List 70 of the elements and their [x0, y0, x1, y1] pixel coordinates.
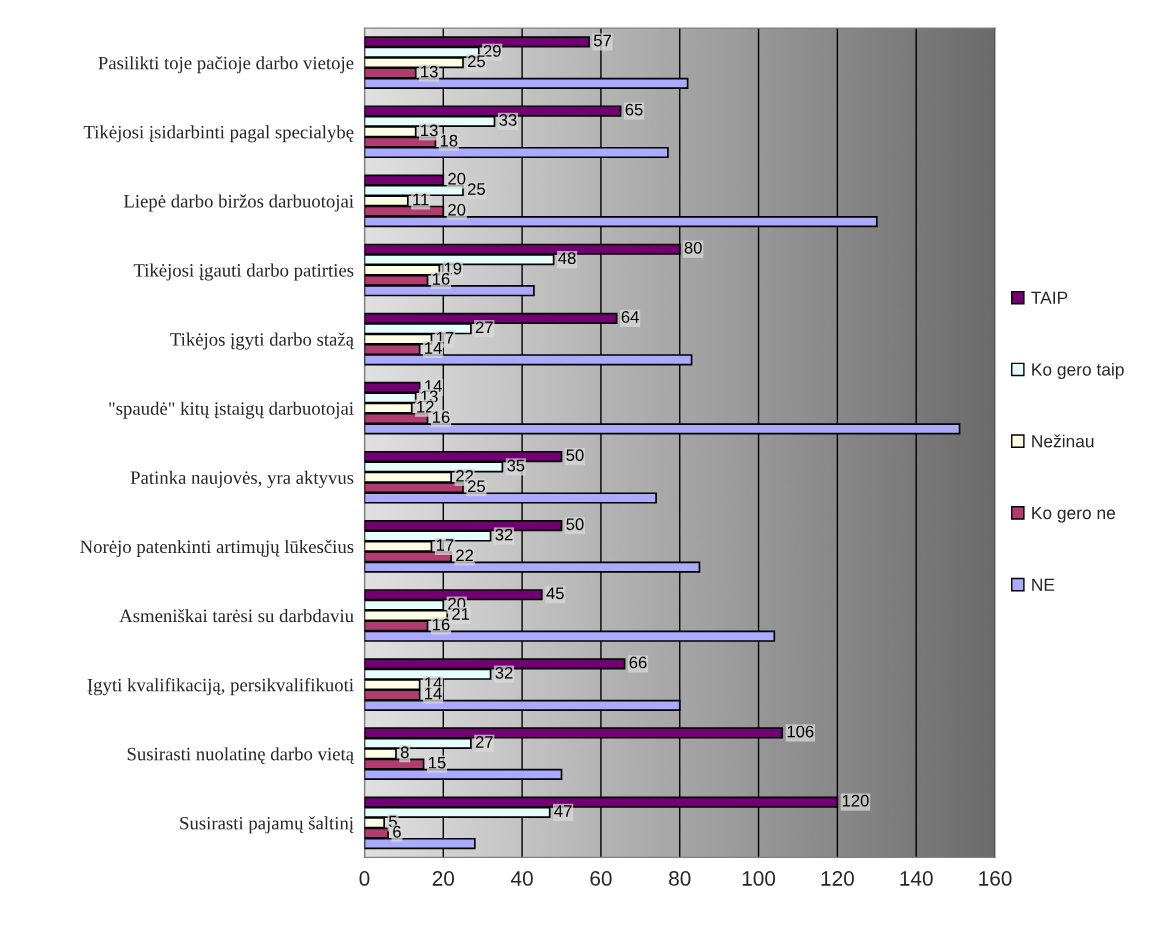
data-label: 25	[467, 480, 485, 493]
y-tick-label: Pasilikti toje pačioje darbo vietoje	[98, 56, 354, 74]
data-label: 57	[593, 34, 611, 47]
legend-label: Nežinau	[1032, 434, 1094, 448]
data-label: 18	[440, 134, 458, 147]
data-label: 14	[425, 380, 442, 392]
y-tick-label: "spaudė" kitų įstaigų darbuotojai	[109, 401, 354, 419]
x-tick-label: 80	[669, 871, 691, 886]
data-label: 33	[499, 114, 517, 126]
x-tick-label: 160	[979, 871, 1012, 886]
data-label: 14	[425, 677, 442, 689]
data-label: 29	[483, 44, 501, 57]
data-label: 8	[400, 746, 409, 759]
data-label: 65	[625, 103, 643, 116]
data-label: 25	[467, 183, 485, 195]
y-tick-label: Liepė darbo biržos darbuotojai	[123, 194, 354, 212]
y-tick-label: Susirasti pajamų šaltinį	[180, 816, 354, 834]
legend-label: Ko gero ne	[1032, 507, 1116, 523]
data-label: 13	[421, 65, 438, 78]
x-tick-label: 0	[359, 871, 370, 886]
data-label: 45	[546, 587, 564, 600]
data-label: 47	[554, 805, 572, 817]
data-label: 64	[621, 311, 639, 323]
data-label: 50	[566, 518, 584, 531]
data-label: 22	[456, 549, 474, 562]
data-label: 17	[436, 331, 454, 344]
data-label: 25	[467, 55, 485, 68]
data-label: 32	[495, 528, 513, 541]
data-label: 32	[495, 666, 513, 679]
legend-label: Ko gero taip	[1032, 362, 1124, 380]
data-label: 16	[432, 273, 450, 285]
legend-label: NE	[1032, 578, 1055, 591]
x-tick-label: 120	[821, 871, 854, 886]
data-label: 35	[507, 459, 525, 472]
data-label: 27	[475, 736, 493, 748]
y-tick-label: Tikėjosi įsidarbinti pagal specialybę	[83, 125, 354, 143]
data-label: 50	[566, 449, 584, 462]
x-tick-label: 100	[742, 871, 776, 886]
y-tick-label: Tikėjos įgyti darbo stažą	[170, 332, 355, 350]
data-label: 27	[475, 321, 493, 334]
data-label: 13	[421, 124, 438, 137]
data-label: 20	[448, 172, 466, 185]
data-label: 66	[629, 656, 647, 669]
data-label: 16	[432, 411, 450, 424]
y-tick-label: Įgyti kvalifikaciją, persikvalifikuoti	[87, 678, 354, 696]
x-tick-label: 140	[900, 871, 933, 886]
data-label: 19	[444, 262, 462, 275]
data-label: 15	[429, 756, 446, 769]
data-label: 14	[425, 342, 442, 354]
data-label: 80	[684, 241, 702, 254]
data-label: 106	[787, 725, 814, 738]
x-tick-label: 40	[510, 871, 533, 886]
data-label: 17	[436, 539, 454, 551]
data-label: 21	[452, 608, 470, 620]
data-label: 120	[842, 794, 869, 807]
y-tick-label: Susirasti nuolatinę darbo vietą	[127, 747, 355, 764]
y-tick-label: Patinka naujovės, yra aktyvus	[130, 470, 354, 488]
data-label: 20	[448, 203, 466, 216]
data-label: 22	[456, 469, 474, 482]
y-tick-label: Norėjo patenkinti artimųjų lūkesčius	[80, 539, 354, 557]
y-tick-label: Asmeniškai tarėsi su darbdaviu	[119, 608, 354, 623]
y-tick-label: Tikėjosi įgauti darbo patirties	[133, 263, 354, 281]
x-tick-label: 60	[590, 871, 612, 886]
data-label: 16	[432, 618, 450, 631]
data-label: 20	[448, 597, 466, 610]
data-label: 48	[558, 252, 576, 265]
x-tick-label: 20	[432, 871, 455, 886]
data-label: 14	[425, 687, 442, 700]
legend-label: TAIP	[1031, 291, 1068, 304]
data-label: 11	[413, 193, 429, 206]
